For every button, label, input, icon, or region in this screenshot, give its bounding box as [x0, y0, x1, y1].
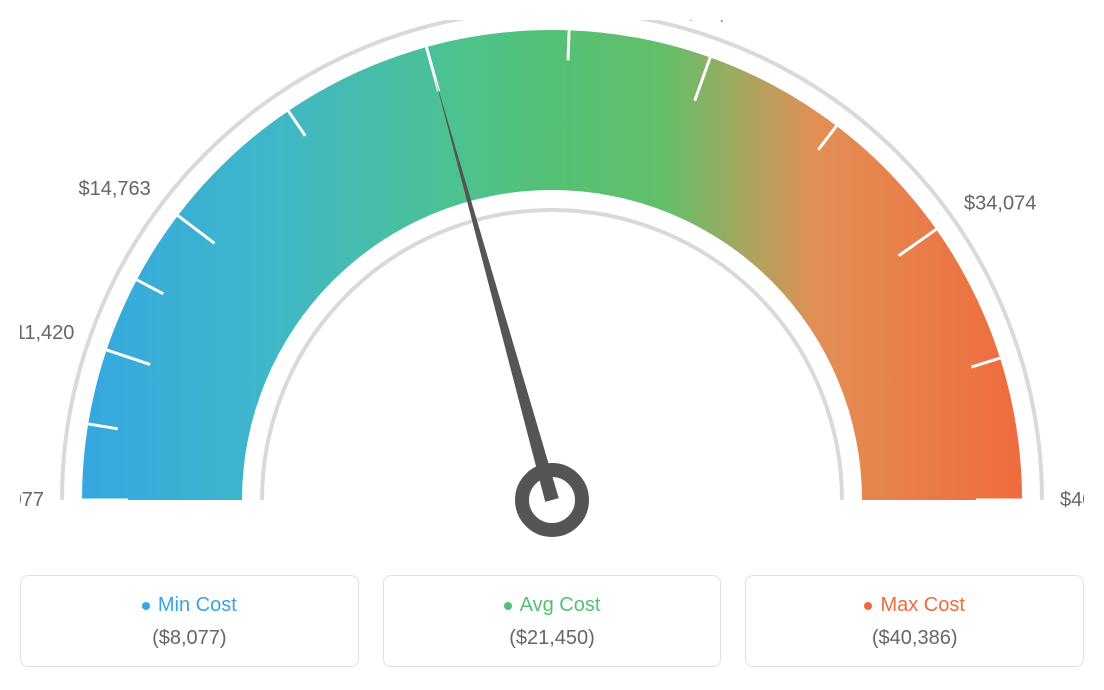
legend-title-text: Min Cost [158, 594, 237, 617]
cost-gauge-chart: $8,077$11,420$14,763$21,450$27,762$34,07… [20, 20, 1084, 555]
legend-title-text: Max Cost [880, 594, 964, 617]
legend-dot-icon [504, 602, 512, 610]
tick-label: $40,386 [1060, 489, 1084, 511]
legend-card-max: Max Cost ($40,386) [745, 575, 1084, 667]
legend-title: Min Cost [142, 594, 237, 617]
legend-card-avg: Avg Cost ($21,450) [383, 575, 722, 667]
gauge-band [82, 30, 1022, 500]
tick-label: $27,762 [685, 20, 757, 24]
gauge-svg: $8,077$11,420$14,763$21,450$27,762$34,07… [20, 20, 1084, 550]
legend-card-min: Min Cost ($8,077) [20, 575, 359, 667]
legend-title: Avg Cost [504, 594, 601, 617]
minor-tick [568, 30, 569, 60]
legend-value: ($21,450) [396, 627, 709, 650]
tick-label: $11,420 [20, 322, 74, 344]
legend-value: ($8,077) [33, 627, 346, 650]
legend-title: Max Cost [864, 594, 964, 617]
legend-value: ($40,386) [758, 627, 1071, 650]
tick-label: $8,077 [20, 489, 44, 511]
tick-label: $14,763 [79, 178, 151, 200]
legend-dot-icon [142, 602, 150, 610]
legend-dot-icon [864, 602, 872, 610]
legend-title-text: Avg Cost [520, 594, 601, 617]
legend-row: Min Cost ($8,077) Avg Cost ($21,450) Max Cos… [20, 575, 1084, 667]
tick-label: $34,074 [964, 193, 1036, 215]
